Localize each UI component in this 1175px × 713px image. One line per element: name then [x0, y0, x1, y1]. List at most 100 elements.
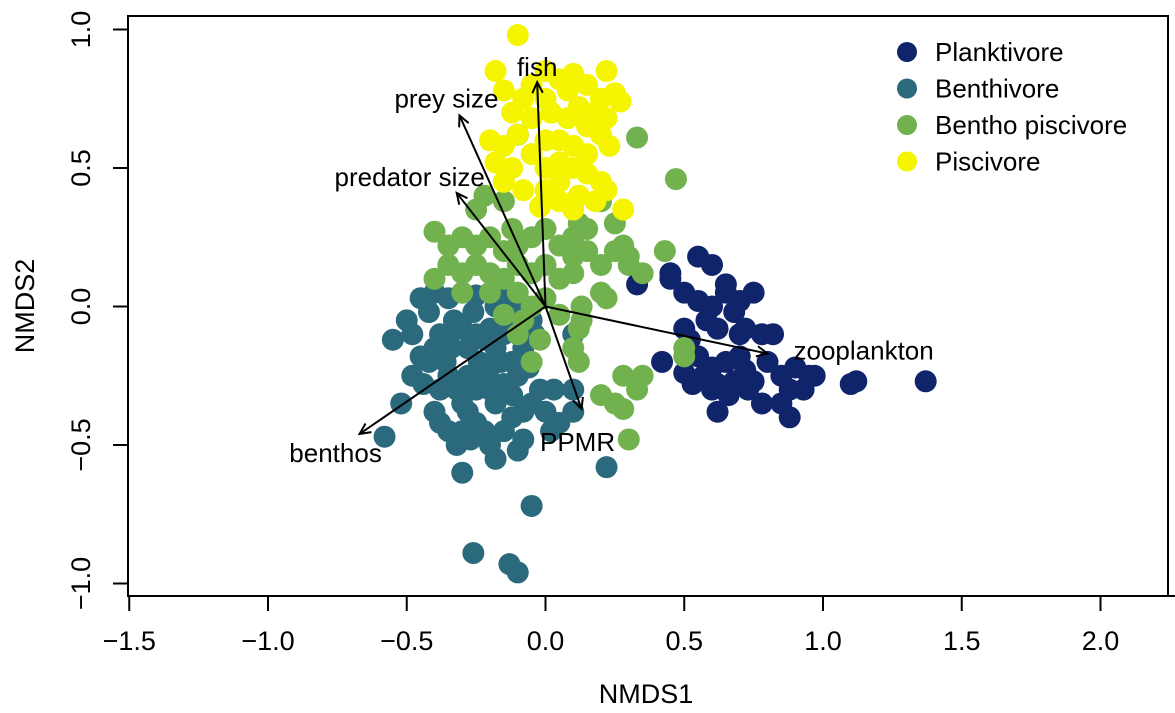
point-bentho-piscivore — [617, 428, 640, 451]
vector-label: zooplankton — [794, 336, 934, 366]
vector-arrow — [544, 306, 583, 410]
point-benthivore — [417, 301, 440, 324]
vector-arrow — [458, 114, 547, 307]
y-axis: −1.0 −0.5 0.0 0.5 1.0 — [66, 11, 129, 610]
point-piscivore — [506, 24, 529, 47]
legend-marker — [897, 78, 917, 99]
y-tick-label: −0.5 — [66, 418, 96, 471]
vector-arrow — [545, 305, 768, 355]
point-bentho-piscivore — [590, 384, 612, 407]
point-bentho-piscivore — [664, 168, 687, 191]
point-benthivore — [542, 378, 565, 401]
point-piscivore — [595, 179, 618, 202]
point-benthivore — [520, 494, 543, 517]
point-piscivore — [492, 79, 515, 102]
legend-label: Benthivore — [935, 74, 1059, 104]
vector-label: PPMR — [540, 427, 615, 457]
point-bentho-piscivore — [492, 190, 515, 213]
x-tick-label: 1.5 — [943, 626, 981, 656]
point-benthivore — [506, 439, 529, 462]
point-bentho-piscivore — [451, 281, 474, 304]
point-bentho-piscivore — [465, 198, 488, 221]
envfit-vectors: fish prey size predator size zooplankton PPM… — [289, 52, 933, 468]
legend-marker — [897, 42, 917, 62]
legend-label: Planktivore — [935, 37, 1064, 67]
point-piscivore — [484, 151, 507, 174]
point-bentho-piscivore — [653, 240, 676, 263]
vector-label: prey size — [394, 83, 498, 113]
x-tick-label: −0.5 — [380, 626, 433, 656]
y-tick-label: 1.0 — [66, 11, 96, 49]
point-planktivore — [778, 406, 801, 429]
point-planktivore — [750, 392, 773, 415]
point-piscivore — [556, 107, 579, 130]
point-planktivore — [695, 361, 718, 384]
point-piscivore — [576, 143, 599, 166]
x-tick-label: 1.0 — [804, 626, 842, 656]
vector-label: fish — [517, 52, 557, 82]
point-planktivore — [762, 323, 785, 346]
point-bentho-piscivore — [567, 350, 590, 373]
point-planktivore — [737, 378, 760, 401]
vector-arrow — [536, 82, 547, 307]
point-piscivore — [567, 184, 590, 207]
point-planktivore — [734, 317, 757, 340]
legend-label: Piscivore — [935, 147, 1040, 177]
point-bentho-piscivore — [626, 378, 649, 401]
point-bentho-piscivore — [626, 126, 649, 149]
point-planktivore — [914, 370, 937, 393]
vector-label: benthos — [289, 438, 382, 468]
point-piscivore — [528, 195, 551, 218]
point-planktivore — [723, 301, 746, 324]
point-benthivore — [484, 447, 507, 470]
point-benthivore — [501, 384, 524, 407]
point-bentho-piscivore — [492, 267, 515, 290]
x-axis-label: NMDS1 — [599, 679, 694, 709]
point-benthivore — [412, 373, 435, 396]
point-benthivore — [490, 350, 513, 373]
point-bentho-piscivore — [423, 220, 446, 243]
y-tick-label: 0.0 — [66, 288, 96, 326]
point-piscivore — [520, 143, 543, 166]
point-piscivore — [512, 179, 535, 202]
point-piscivore — [540, 101, 563, 124]
point-piscivore — [484, 60, 507, 83]
point-planktivore — [756, 350, 779, 373]
y-axis-label: NMDS2 — [10, 259, 40, 354]
point-bentho-piscivore — [534, 217, 557, 240]
x-axis: −1.5 −1.0 −0.5 0.0 0.5 1.0 1.5 2.0 — [103, 595, 1175, 656]
point-planktivore — [845, 370, 868, 393]
x-tick-label: −1.5 — [103, 626, 156, 656]
vector-arrowhead — [455, 191, 468, 205]
point-planktivore — [651, 350, 674, 373]
y-tick-label: 0.5 — [66, 149, 96, 187]
point-benthivore — [440, 337, 463, 360]
vector-arrow — [359, 305, 547, 435]
point-planktivore — [659, 267, 682, 290]
point-piscivore — [612, 198, 635, 221]
point-bentho-piscivore — [423, 267, 446, 290]
point-bentho-piscivore — [501, 217, 524, 240]
point-piscivore — [556, 79, 579, 102]
point-bentho-piscivore — [528, 328, 551, 351]
point-piscivore — [492, 170, 515, 193]
vector-arrowhead — [458, 113, 470, 128]
point-bentho-piscivore — [603, 240, 626, 263]
vector-arrowhead — [357, 423, 372, 436]
point-benthivore — [429, 378, 452, 401]
point-planktivore — [714, 281, 737, 304]
point-benthivore — [462, 301, 485, 324]
x-tick-label: 0.0 — [527, 626, 565, 656]
point-piscivore — [520, 107, 543, 130]
x-tick-label: 0.5 — [665, 626, 703, 656]
vector-arrowhead — [572, 396, 584, 412]
point-bentho-piscivore — [631, 262, 654, 285]
legend-marker — [897, 115, 917, 135]
point-bentho-piscivore — [520, 350, 543, 373]
point-piscivore — [598, 134, 621, 157]
point-piscivore — [576, 73, 599, 96]
point-bentho-piscivore — [506, 281, 529, 304]
point-planktivore — [706, 400, 729, 423]
legend-marker — [897, 151, 917, 172]
